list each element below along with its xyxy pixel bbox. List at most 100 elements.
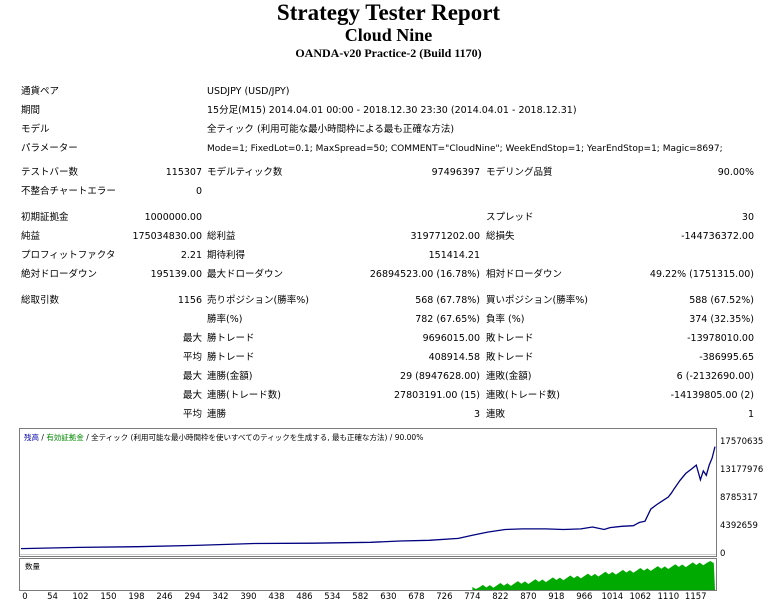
chart-legend: 残高 / 有効証拠金 / 全ティック (利用可能な最小時間枠を使いすべてのティッ… <box>24 433 424 442</box>
x-tick-label: 1110 <box>657 592 680 602</box>
max-word: 最大 <box>182 390 202 401</box>
y-tick-label: 4392659 <box>720 521 758 531</box>
spread-label: スプレッド <box>486 212 534 223</box>
x-tick-label: 342 <box>212 592 229 602</box>
short-positions-label: 売りポジション(勝率%) <box>207 295 309 306</box>
bars-label: テストバー数 <box>21 167 79 178</box>
volume-chart-canvas <box>472 561 715 590</box>
x-tick-label: 534 <box>324 592 341 602</box>
avg-loss-label: 敗トレード <box>486 352 534 363</box>
x-tick-label: 870 <box>520 592 537 602</box>
x-tick-label: 918 <box>548 592 565 602</box>
x-tick-label: 54 <box>47 592 58 602</box>
legend-quality: 90.00% <box>394 433 424 442</box>
profit-factor-label: プロフィットファクタ <box>21 250 116 261</box>
avg-consecutive-losses-value: 1 <box>747 409 754 420</box>
net-profit-value: 175034830.00 <box>132 231 202 242</box>
total-trades-value: 1156 <box>177 295 202 306</box>
x-tick-label: 1014 <box>601 592 624 602</box>
avg-consecutive-losses-label: 連敗 <box>486 409 506 420</box>
x-tick-label: 582 <box>352 592 369 602</box>
max-word: 最大 <box>182 371 202 382</box>
max-consecutive-loss-value: -14139805.00 (2) <box>670 390 754 401</box>
x-tick-label: 822 <box>492 592 509 602</box>
volume-area <box>472 561 715 590</box>
max-consecutive-profit-label: 連勝(トレード数) <box>207 390 281 401</box>
x-tick-label: 774 <box>464 592 481 602</box>
relative-drawdown-value: 49.22% (1751315.00) <box>649 269 754 280</box>
long-positions-value: 588 (67.52%) <box>689 295 754 306</box>
balance-chart-canvas <box>20 446 716 555</box>
max-consecutive-losses-value: 6 (-2132690.00) <box>676 371 754 382</box>
x-tick-label: 294 <box>184 592 201 602</box>
volume-chart: 数量 <box>19 558 717 591</box>
avg-consecutive-wins-value: 3 <box>473 409 480 420</box>
loss-rate-label: 負率 (%) <box>486 314 525 325</box>
absolute-drawdown-value: 195139.00 <box>150 269 202 280</box>
volume-label: 数量 <box>25 562 40 571</box>
y-tick-label: 17570635 <box>720 437 764 447</box>
x-tick-label: 486 <box>296 592 313 602</box>
y-tick-label: 0 <box>720 549 726 559</box>
win-rate-value: 782 (67.65%) <box>415 314 480 325</box>
largest-win-value: 9696015.00 <box>422 333 480 344</box>
x-tick-label: 438 <box>268 592 285 602</box>
deposit-value: 1000000.00 <box>144 212 202 223</box>
server-build: OANDA-v20 Practice-2 (Build 1170) <box>295 46 482 60</box>
symbol-value: USDJPY (USD/JPY) <box>207 86 290 97</box>
x-tick-label: 246 <box>156 592 173 602</box>
period-value: 15分足(M15) 2014.04.01 00:00 - 2018.12.30 … <box>207 105 577 116</box>
parameters-value: Mode=1; FixedLot=0.1; MaxSpread=50; COMM… <box>207 144 723 154</box>
deposit-label: 初期証拠金 <box>21 212 69 223</box>
x-tick-label: 390 <box>240 592 257 602</box>
relative-drawdown-label: 相対ドローダウン <box>486 269 563 280</box>
expert-name: Cloud Nine <box>344 25 433 45</box>
bars-value: 115307 <box>165 167 202 178</box>
x-tick-label: 1157 <box>684 592 707 602</box>
avg-consecutive-wins-label: 連勝 <box>207 409 227 420</box>
gross-loss-value: -144736372.00 <box>681 231 754 242</box>
x-tick-label: 726 <box>436 592 453 602</box>
gross-profit-value: 319771202.00 <box>410 231 480 242</box>
avg-loss-value: -386995.65 <box>699 352 754 363</box>
largest-win-label: 勝トレード <box>207 333 255 344</box>
period-label: 期間 <box>21 105 41 116</box>
profit-factor-value: 2.21 <box>180 250 202 261</box>
spread-value: 30 <box>741 212 754 223</box>
avg-word: 平均 <box>182 352 202 363</box>
gross-profit-label: 総利益 <box>207 231 236 242</box>
avg-win-label: 勝トレード <box>207 352 255 363</box>
legend-balance: 残高 <box>24 433 39 442</box>
x-tick-label: 198 <box>128 592 145 602</box>
quality-label: モデリング品質 <box>486 167 553 178</box>
max-consecutive-loss-label: 連敗(トレード数) <box>486 390 560 401</box>
balance-chart: 残高 / 有効証拠金 / 全ティック (利用可能な最小時間枠を使いすべてのティッ… <box>19 428 717 557</box>
x-tick-label: 630 <box>380 592 397 602</box>
x-tick-label: 150 <box>100 592 117 602</box>
x-tick-label: 678 <box>408 592 425 602</box>
legend-model: 全ティック (利用可能な最小時間枠を使いすべてのティックを生成する, 最も正確な… <box>91 433 388 442</box>
ticks-label: モデルティック数 <box>207 167 283 178</box>
symbol-label: 通貨ペア <box>21 86 60 97</box>
model-value: 全ティック (利用可能な最小時間枠による最も正確な方法) <box>207 124 455 135</box>
total-trades-label: 総取引数 <box>21 295 60 306</box>
mismatch-value: 0 <box>195 186 202 197</box>
net-profit-label: 純益 <box>21 231 41 242</box>
largest-loss-label: 敗トレード <box>486 333 534 344</box>
largest-loss-value: -13978010.00 <box>687 333 754 344</box>
max-consecutive-wins-value: 29 (8947628.00) <box>400 371 480 382</box>
maximal-drawdown-label: 最大ドローダウン <box>207 269 284 280</box>
win-rate-label: 勝率(%) <box>207 314 243 325</box>
max-consecutive-losses-label: 連敗(金額) <box>486 371 532 382</box>
x-tick-label: 966 <box>576 592 593 602</box>
long-positions-label: 買いポジション(勝率%) <box>486 295 588 306</box>
legend-margin: 有効証拠金 <box>46 433 84 442</box>
y-tick-label: 8785317 <box>720 493 758 503</box>
avg-win-value: 408914.58 <box>428 352 480 363</box>
model-label: モデル <box>21 124 50 135</box>
ticks-value: 97496397 <box>431 167 480 178</box>
report-title: Strategy Tester Report <box>276 0 501 25</box>
loss-rate-value: 374 (32.35%) <box>689 314 754 325</box>
quality-value: 90.00% <box>717 167 754 178</box>
balance-line <box>20 446 716 550</box>
